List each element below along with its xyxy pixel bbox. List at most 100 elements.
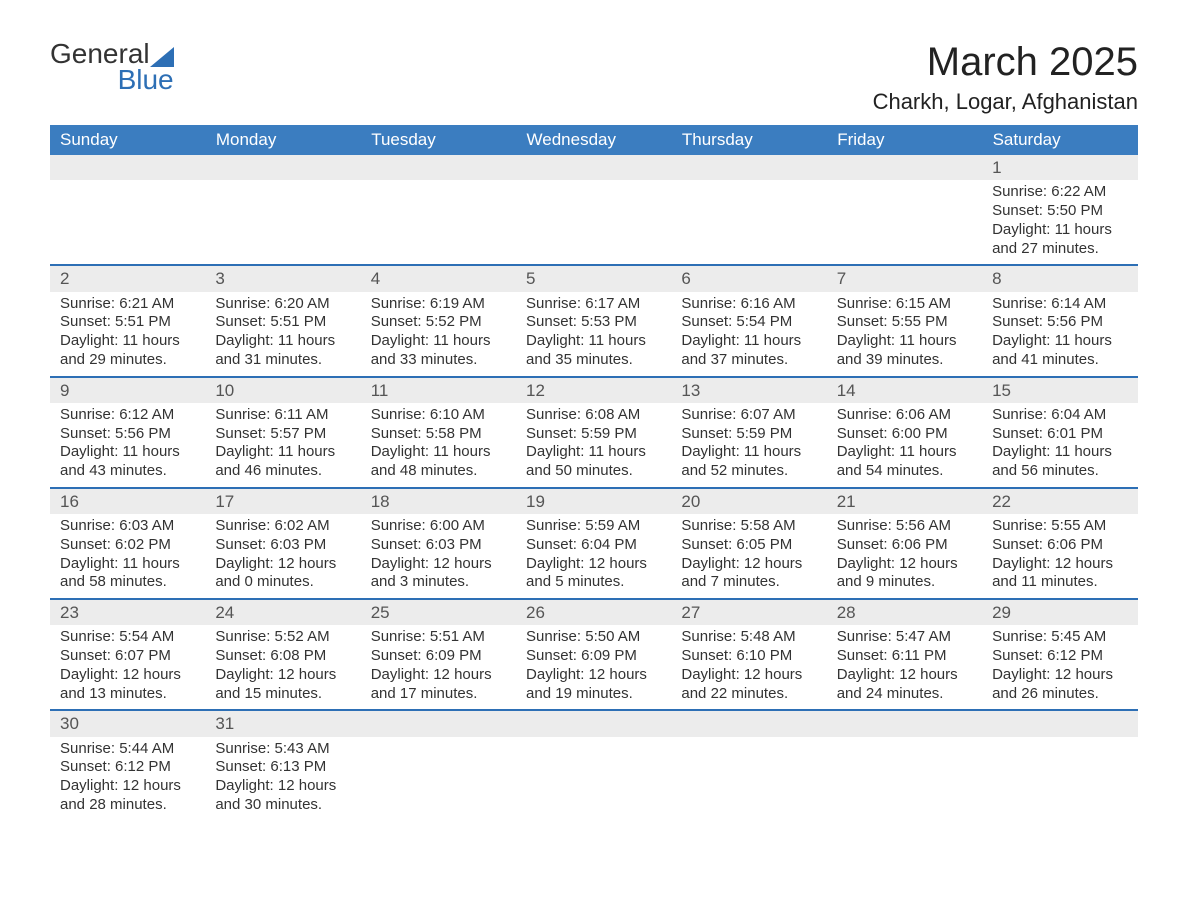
- day-number: [50, 155, 205, 180]
- day-cell: Sunrise: 5:56 AMSunset: 6:06 PMDaylight:…: [827, 514, 982, 599]
- day-number: 1: [982, 155, 1137, 180]
- day-sunrise: Sunrise: 5:54 AM: [60, 628, 195, 647]
- calendar-table: SundayMondayTuesdayWednesdayThursdayFrid…: [50, 125, 1138, 821]
- day-number: 2: [50, 265, 205, 291]
- day-number: [827, 155, 982, 180]
- day-cell: Sunrise: 6:10 AMSunset: 5:58 PMDaylight:…: [361, 403, 516, 488]
- day-number: 17: [205, 488, 360, 514]
- day-sunset: Sunset: 6:00 PM: [837, 425, 972, 444]
- day-sunset: Sunset: 6:10 PM: [681, 647, 816, 666]
- day-number: 25: [361, 599, 516, 625]
- day-sunrise: Sunrise: 5:59 AM: [526, 517, 661, 536]
- day-dl2: and 3 minutes.: [371, 573, 506, 592]
- day-sunrise: Sunrise: 6:17 AM: [526, 295, 661, 314]
- day-sunset: Sunset: 6:09 PM: [526, 647, 661, 666]
- day-dl2: and 28 minutes.: [60, 796, 195, 815]
- day-dl1: Daylight: 12 hours: [992, 666, 1127, 685]
- day-dl1: Daylight: 11 hours: [992, 443, 1127, 462]
- day-number: [827, 710, 982, 736]
- weekday-header: Wednesday: [516, 125, 671, 155]
- day-dl2: and 52 minutes.: [681, 462, 816, 481]
- day-sunset: Sunset: 6:11 PM: [837, 647, 972, 666]
- day-sunset: Sunset: 6:09 PM: [371, 647, 506, 666]
- day-dl1: Daylight: 12 hours: [681, 555, 816, 574]
- day-number: 5: [516, 265, 671, 291]
- day-dl2: and 22 minutes.: [681, 685, 816, 704]
- day-sunset: Sunset: 5:50 PM: [992, 202, 1127, 221]
- day-number: 18: [361, 488, 516, 514]
- day-sunrise: Sunrise: 6:04 AM: [992, 406, 1127, 425]
- day-sunset: Sunset: 5:51 PM: [215, 313, 350, 332]
- logo: General Blue: [50, 40, 174, 94]
- day-cell: Sunrise: 6:12 AMSunset: 5:56 PMDaylight:…: [50, 403, 205, 488]
- day-sunset: Sunset: 6:12 PM: [60, 758, 195, 777]
- day-sunset: Sunset: 6:07 PM: [60, 647, 195, 666]
- weekday-header: Tuesday: [361, 125, 516, 155]
- day-sunrise: Sunrise: 6:02 AM: [215, 517, 350, 536]
- day-number: 23: [50, 599, 205, 625]
- daynum-row: 16171819202122: [50, 488, 1138, 514]
- day-cell: [671, 737, 826, 821]
- day-dl2: and 48 minutes.: [371, 462, 506, 481]
- day-dl2: and 50 minutes.: [526, 462, 661, 481]
- day-dl1: Daylight: 12 hours: [681, 666, 816, 685]
- day-number: [982, 710, 1137, 736]
- day-sunset: Sunset: 5:53 PM: [526, 313, 661, 332]
- day-dl2: and 29 minutes.: [60, 351, 195, 370]
- day-dl2: and 58 minutes.: [60, 573, 195, 592]
- day-dl2: and 7 minutes.: [681, 573, 816, 592]
- day-number: 19: [516, 488, 671, 514]
- day-dl2: and 35 minutes.: [526, 351, 661, 370]
- day-dl1: Daylight: 12 hours: [371, 555, 506, 574]
- day-sunrise: Sunrise: 6:21 AM: [60, 295, 195, 314]
- day-number: [671, 710, 826, 736]
- day-sunset: Sunset: 6:01 PM: [992, 425, 1127, 444]
- day-cell: Sunrise: 6:00 AMSunset: 6:03 PMDaylight:…: [361, 514, 516, 599]
- day-dl1: Daylight: 12 hours: [526, 555, 661, 574]
- day-cell: [361, 737, 516, 821]
- weekday-header-row: SundayMondayTuesdayWednesdayThursdayFrid…: [50, 125, 1138, 155]
- day-dl1: Daylight: 11 hours: [60, 443, 195, 462]
- day-sunrise: Sunrise: 5:50 AM: [526, 628, 661, 647]
- day-sunrise: Sunrise: 6:12 AM: [60, 406, 195, 425]
- day-dl1: Daylight: 11 hours: [526, 332, 661, 351]
- day-dl2: and 30 minutes.: [215, 796, 350, 815]
- day-cell: Sunrise: 6:19 AMSunset: 5:52 PMDaylight:…: [361, 292, 516, 377]
- day-dl1: Daylight: 11 hours: [681, 443, 816, 462]
- day-number: [516, 710, 671, 736]
- day-sunset: Sunset: 6:06 PM: [992, 536, 1127, 555]
- day-number: 29: [982, 599, 1137, 625]
- day-sunset: Sunset: 6:04 PM: [526, 536, 661, 555]
- day-dl2: and 24 minutes.: [837, 685, 972, 704]
- daynum-row: 3031: [50, 710, 1138, 736]
- day-dl2: and 17 minutes.: [371, 685, 506, 704]
- day-sunset: Sunset: 5:56 PM: [992, 313, 1127, 332]
- logo-text: General Blue: [50, 40, 174, 94]
- day-sunset: Sunset: 5:58 PM: [371, 425, 506, 444]
- day-dl1: Daylight: 11 hours: [837, 332, 972, 351]
- day-cell: [205, 180, 360, 265]
- day-dl1: Daylight: 11 hours: [526, 443, 661, 462]
- day-cell: Sunrise: 5:50 AMSunset: 6:09 PMDaylight:…: [516, 625, 671, 710]
- location-text: Charkh, Logar, Afghanistan: [873, 89, 1138, 115]
- title-block: March 2025 Charkh, Logar, Afghanistan: [873, 40, 1138, 115]
- day-dl2: and 11 minutes.: [992, 573, 1127, 592]
- day-dl1: Daylight: 11 hours: [371, 443, 506, 462]
- day-number: 26: [516, 599, 671, 625]
- detail-row: Sunrise: 6:12 AMSunset: 5:56 PMDaylight:…: [50, 403, 1138, 488]
- logo-word-blue: Blue: [50, 66, 174, 94]
- day-sunset: Sunset: 5:54 PM: [681, 313, 816, 332]
- day-dl2: and 54 minutes.: [837, 462, 972, 481]
- day-dl1: Daylight: 11 hours: [215, 443, 350, 462]
- day-cell: Sunrise: 6:16 AMSunset: 5:54 PMDaylight:…: [671, 292, 826, 377]
- day-number: 15: [982, 377, 1137, 403]
- detail-row: Sunrise: 5:54 AMSunset: 6:07 PM Daylight:…: [50, 625, 1138, 710]
- day-cell: Sunrise: 6:20 AMSunset: 5:51 PMDaylight:…: [205, 292, 360, 377]
- day-sunset: Sunset: 5:57 PM: [215, 425, 350, 444]
- day-cell: [50, 180, 205, 265]
- day-number: 28: [827, 599, 982, 625]
- day-dl1: Daylight: 12 hours: [992, 555, 1127, 574]
- day-dl2: and 41 minutes.: [992, 351, 1127, 370]
- daynum-row: 2345678: [50, 265, 1138, 291]
- day-sunrise: Sunrise: 6:19 AM: [371, 295, 506, 314]
